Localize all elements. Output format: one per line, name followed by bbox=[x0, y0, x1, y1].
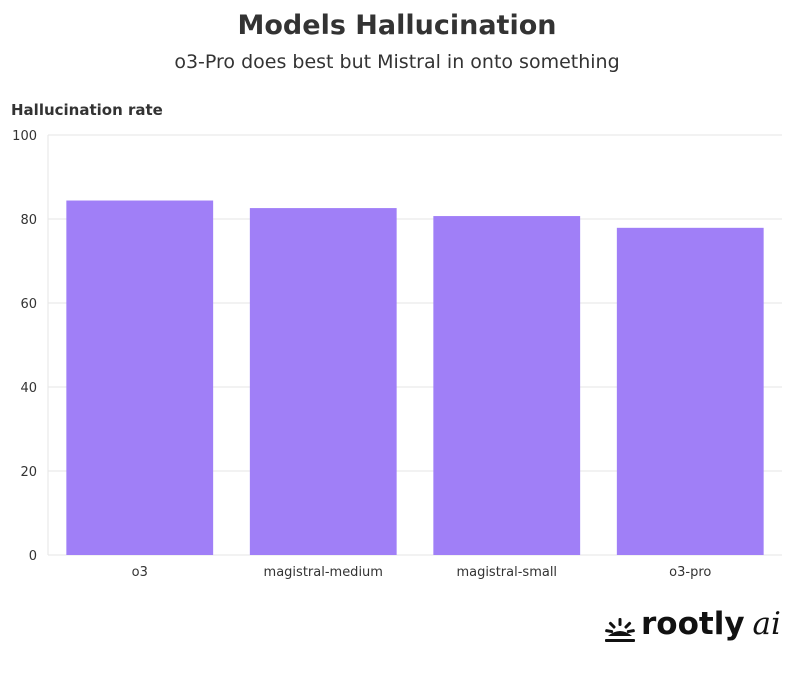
bar-magistral-small bbox=[433, 216, 581, 555]
x-tick-label: o3 bbox=[132, 565, 148, 580]
y-tick-label: 80 bbox=[20, 213, 37, 228]
y-axis-label: Hallucination rate bbox=[11, 101, 163, 119]
y-tick-label: 60 bbox=[20, 297, 37, 312]
chart-subtitle: o3-Pro does best but Mistral in onto som… bbox=[174, 51, 620, 73]
x-tick-label: o3-pro bbox=[669, 565, 711, 580]
rootly-ai-logo: rootly ai bbox=[603, 606, 781, 648]
logo-suffix: ai bbox=[752, 606, 781, 642]
bar-o3 bbox=[66, 200, 214, 555]
y-tick-label: 100 bbox=[12, 129, 37, 144]
logo-wordmark: rootly bbox=[641, 606, 745, 642]
x-tick-label: magistral-medium bbox=[264, 565, 383, 580]
x-tick-label: magistral-small bbox=[456, 565, 557, 580]
y-tick-label: 0 bbox=[29, 549, 37, 564]
bar-o3-pro bbox=[616, 227, 764, 555]
y-tick-label: 20 bbox=[20, 465, 37, 480]
y-tick-label: 40 bbox=[20, 381, 37, 396]
chart-title: Models Hallucination bbox=[237, 10, 557, 41]
sunrise-icon bbox=[605, 618, 635, 642]
bar-magistral-medium bbox=[249, 208, 397, 555]
